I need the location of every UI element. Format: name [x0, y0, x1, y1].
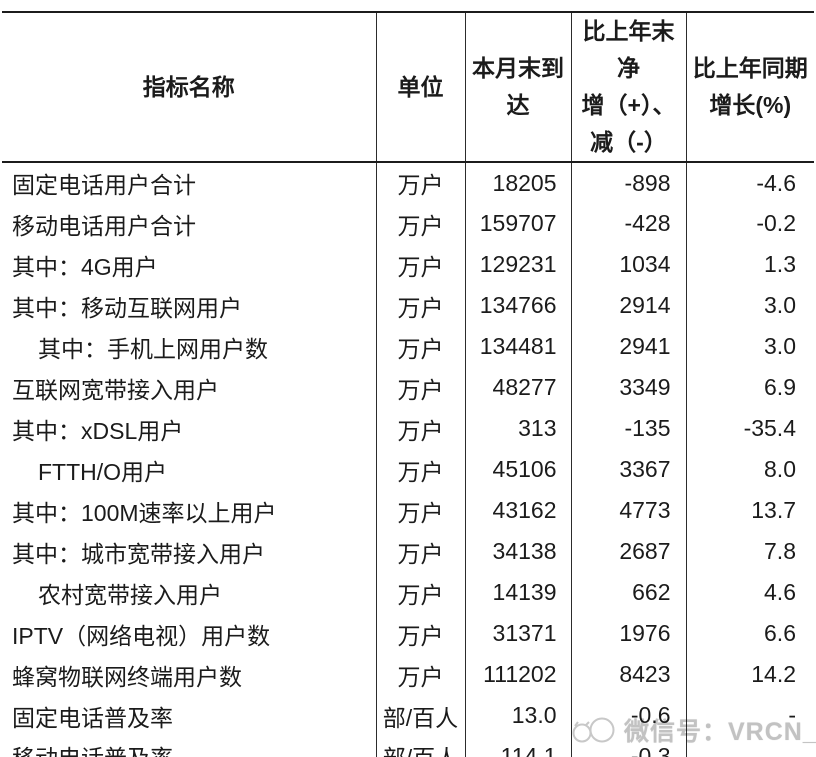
cell-current-month-end: 13.0 — [464, 695, 571, 736]
article-page: 指标名称 单位 本月末到 达 比上年末净 增（+）、 减（-） 比上年同期 增长… — [0, 11, 816, 757]
cell-unit: 万户 — [375, 449, 465, 490]
cell-indicator-name: 固定电话用户合计 — [12, 172, 196, 198]
cell-current-month-end: 313 — [464, 408, 571, 449]
cell-indicator-name: 其中：4G用户 — [12, 253, 158, 280]
cell-indicator-name: IPTV（网络电视）用户数 — [12, 622, 271, 649]
table-body: 固定电话用户合计 万户 18205 -898 -4.6 移动电话用户合计 万户 … — [2, 162, 814, 757]
cell-current-month-end: 18205 — [464, 162, 571, 203]
cell-unit: 万户 — [375, 408, 465, 449]
header-unit: 单位 — [375, 12, 465, 163]
cell-indicator-name: 互联网宽带接入用户 — [12, 376, 219, 403]
table-header-row: 指标名称 单位 本月末到 达 比上年末净 增（+）、 减（-） 比上年同期 增长… — [2, 12, 814, 163]
table-row: 互联网宽带接入用户 万户 48277 3349 6.9 — [2, 367, 814, 408]
table-row: 农村宽带接入用户 万户 14139 662 4.6 — [2, 572, 814, 613]
cell-yoy-growth: 4.6 — [685, 572, 814, 613]
cell-unit: 部/百人 — [375, 736, 465, 757]
cell-unit: 万户 — [375, 326, 465, 367]
table-row: FTTH/O用户 万户 45106 3367 8.0 — [2, 449, 814, 490]
cell-unit: 万户 — [375, 285, 465, 326]
cell-indicator-name: 移动电话用户合计 — [12, 212, 196, 239]
cell-current-month-end: 129231 — [464, 244, 571, 285]
cell-unit: 万户 — [375, 490, 465, 531]
cell-current-month-end: 134766 — [464, 285, 571, 326]
table-row: 其中：4G用户 万户 129231 1034 1.3 — [2, 244, 814, 285]
cell-indicator-name: 固定电话普及率 — [12, 704, 173, 731]
cell-net-change: 2941 — [570, 326, 686, 367]
cell-unit: 万户 — [375, 531, 465, 572]
cell-unit: 万户 — [375, 244, 465, 285]
table-row: 其中：100M速率以上用户 万户 43162 4773 13.7 — [2, 490, 814, 531]
cell-yoy-growth: -0.2 — [685, 203, 814, 244]
cell-current-month-end: 48277 — [464, 367, 571, 408]
cell-yoy-growth: 13.7 — [685, 490, 814, 531]
cell-net-change: 2914 — [570, 285, 686, 326]
table-row: 其中：城市宽带接入用户 万户 34138 2687 7.8 — [2, 531, 814, 572]
cell-yoy-growth: 14.2 — [685, 654, 814, 695]
table-row: 固定电话普及率 部/百人 13.0 -0.6 - — [2, 695, 814, 736]
table-row: 蜂窝物联网终端用户数 万户 111202 8423 14.2 — [2, 654, 814, 695]
table-row: 其中：xDSL用户 万户 313 -135 -35.4 — [2, 408, 814, 449]
cell-net-change: 2687 — [570, 531, 686, 572]
cell-current-month-end: 45106 — [464, 449, 571, 490]
cell-net-change: 8423 — [570, 654, 686, 695]
cell-yoy-growth — [685, 736, 814, 757]
cell-unit: 万户 — [375, 367, 465, 408]
cell-unit: 万户 — [375, 572, 465, 613]
cell-net-change: 1034 — [570, 244, 686, 285]
cell-yoy-growth: 1.3 — [685, 244, 814, 285]
cell-unit: 万户 — [375, 162, 465, 203]
cell-current-month-end: 134481 — [464, 326, 571, 367]
cell-current-month-end: 14139 — [464, 572, 571, 613]
cell-unit: 部/百人 — [375, 695, 465, 736]
cell-indicator-name: 其中：xDSL用户 — [12, 417, 184, 444]
cell-yoy-growth: -4.6 — [685, 162, 814, 203]
cell-yoy-growth: -35.4 — [685, 408, 814, 449]
cell-yoy-growth: 6.6 — [685, 613, 814, 654]
cell-yoy-growth: 6.9 — [685, 367, 814, 408]
header-indicator-name: 指标名称 — [2, 12, 376, 163]
cell-net-change: -135 — [570, 408, 686, 449]
table-row: 其中：移动互联网用户 万户 134766 2914 3.0 — [2, 285, 814, 326]
cell-current-month-end: 159707 — [464, 203, 571, 244]
cell-indicator-name: 其中：移动互联网用户 — [12, 294, 242, 321]
cell-indicator-name: 其中：城市宽带接入用户 — [12, 540, 265, 567]
table-row: 其中：手机上网用户数 万户 134481 2941 3.0 — [2, 326, 814, 367]
cell-current-month-end: 31371 — [464, 613, 571, 654]
cell-net-change: -428 — [570, 203, 686, 244]
cell-unit: 万户 — [375, 654, 465, 695]
cell-net-change: 3349 — [570, 367, 686, 408]
cell-current-month-end: 34138 — [464, 531, 571, 572]
cell-net-change: -0.6 — [570, 695, 686, 736]
cell-indicator-name: FTTH/O用户 — [38, 458, 168, 485]
cell-current-month-end: 43162 — [464, 490, 571, 531]
cell-net-change: -0.3 — [570, 736, 686, 757]
cell-net-change: 3367 — [570, 449, 686, 490]
header-yoy-growth: 比上年同期 增长(%) — [685, 12, 814, 163]
cell-indicator-name: 移动电话普及率 — [2, 736, 376, 757]
cell-net-change: 662 — [570, 572, 686, 613]
cell-yoy-growth: - — [685, 695, 814, 736]
cell-current-month-end: 111202 — [464, 654, 571, 695]
telecom-indicators-table: 指标名称 单位 本月末到 达 比上年末净 增（+）、 减（-） 比上年同期 增长… — [2, 11, 814, 757]
cell-yoy-growth: 8.0 — [685, 449, 814, 490]
cell-indicator-name: 其中：手机上网用户数 — [38, 335, 268, 362]
header-net-change: 比上年末净 增（+）、 减（-） — [570, 12, 686, 163]
table-row: 移动电话用户合计 万户 159707 -428 -0.2 — [2, 203, 814, 244]
cell-indicator-name: 其中：100M速率以上用户 — [12, 499, 277, 526]
cell-unit: 万户 — [375, 203, 465, 244]
table-row: IPTV（网络电视）用户数 万户 31371 1976 6.6 — [2, 613, 814, 654]
cell-unit: 万户 — [375, 613, 465, 654]
cell-indicator-name: 蜂窝物联网终端用户数 — [12, 663, 242, 690]
cell-net-change: -898 — [570, 162, 686, 203]
cell-yoy-growth: 3.0 — [685, 326, 814, 367]
table-row: 移动电话普及率 部/百人 114.1 -0.3 — [2, 736, 814, 757]
cell-yoy-growth: 7.8 — [685, 531, 814, 572]
cell-net-change: 1976 — [570, 613, 686, 654]
table-row: 固定电话用户合计 万户 18205 -898 -4.6 — [2, 162, 814, 203]
cell-net-change: 4773 — [570, 490, 686, 531]
cell-current-month-end: 114.1 — [464, 736, 571, 757]
cell-yoy-growth: 3.0 — [685, 285, 814, 326]
header-current-month-end: 本月末到 达 — [464, 12, 571, 163]
cell-indicator-name: 农村宽带接入用户 — [38, 581, 222, 608]
